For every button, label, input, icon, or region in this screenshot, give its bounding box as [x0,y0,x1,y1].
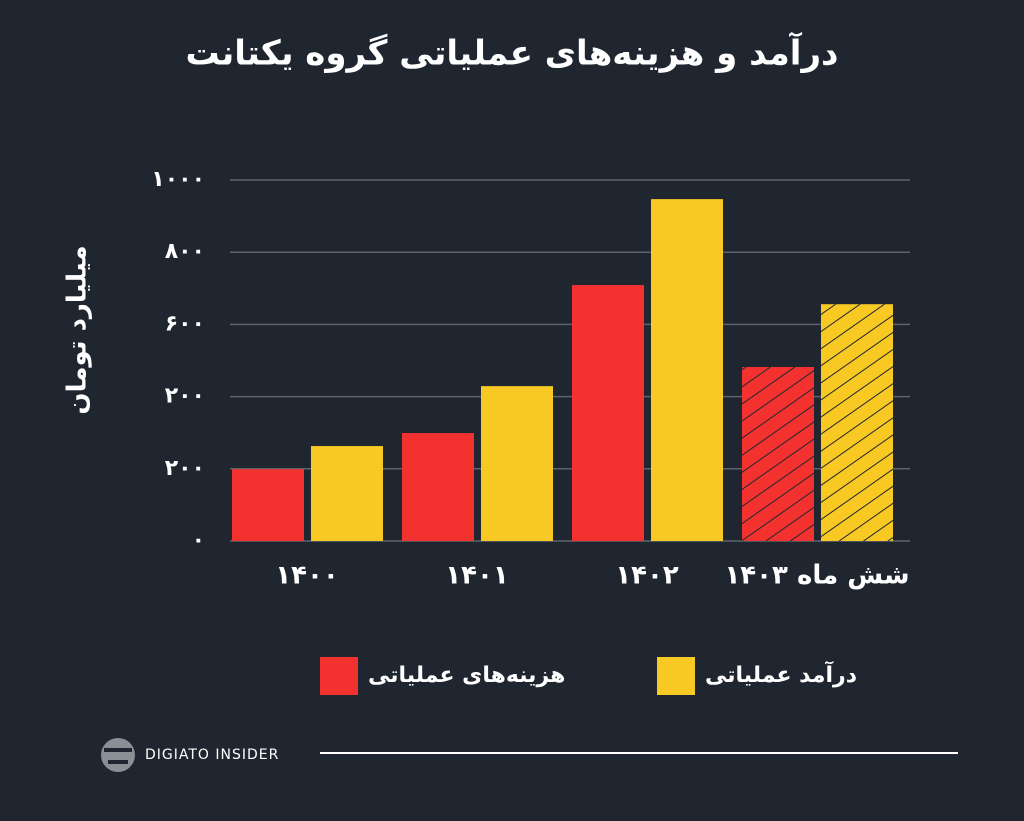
bar [311,446,383,541]
x-tick-label: شش ماه ۱۴۰۳ [724,561,909,591]
y-tick-label: ۲۰۰ [165,384,205,409]
legend-label: درآمد عملیاتی [705,660,857,688]
brand-name: DIGIATO INSIDER [145,747,279,763]
y-tick-label: ۶۰۰ [165,311,205,336]
bar [232,469,304,541]
x-tick-label: ۱۴۰۰ [275,561,338,591]
chart-title: درآمد و هزینه‌های عملیاتی گروه یکتانت [186,32,839,74]
legend-label: هزینه‌های عملیاتی [368,663,565,688]
x-tick-label: ۱۴۰۱ [445,561,508,591]
brand-logo [101,738,135,772]
x-tick-label: ۱۴۰۲ [615,561,679,591]
y-tick-label: ۲۰۰ [165,456,205,481]
y-tick-label: ۱۰۰۰ [151,167,205,192]
y-tick-label: ۸۰۰ [165,239,205,264]
y-tick-label: ۰ [192,528,205,553]
y-axis-label: میلیارد تومان [63,245,93,414]
legend-swatch [657,657,695,695]
bar [572,285,644,541]
bar-hatch [742,366,814,541]
bar [651,199,723,541]
legend-swatch [320,657,358,695]
bar [481,386,553,541]
bar-hatch [821,304,893,541]
bar [402,433,474,541]
